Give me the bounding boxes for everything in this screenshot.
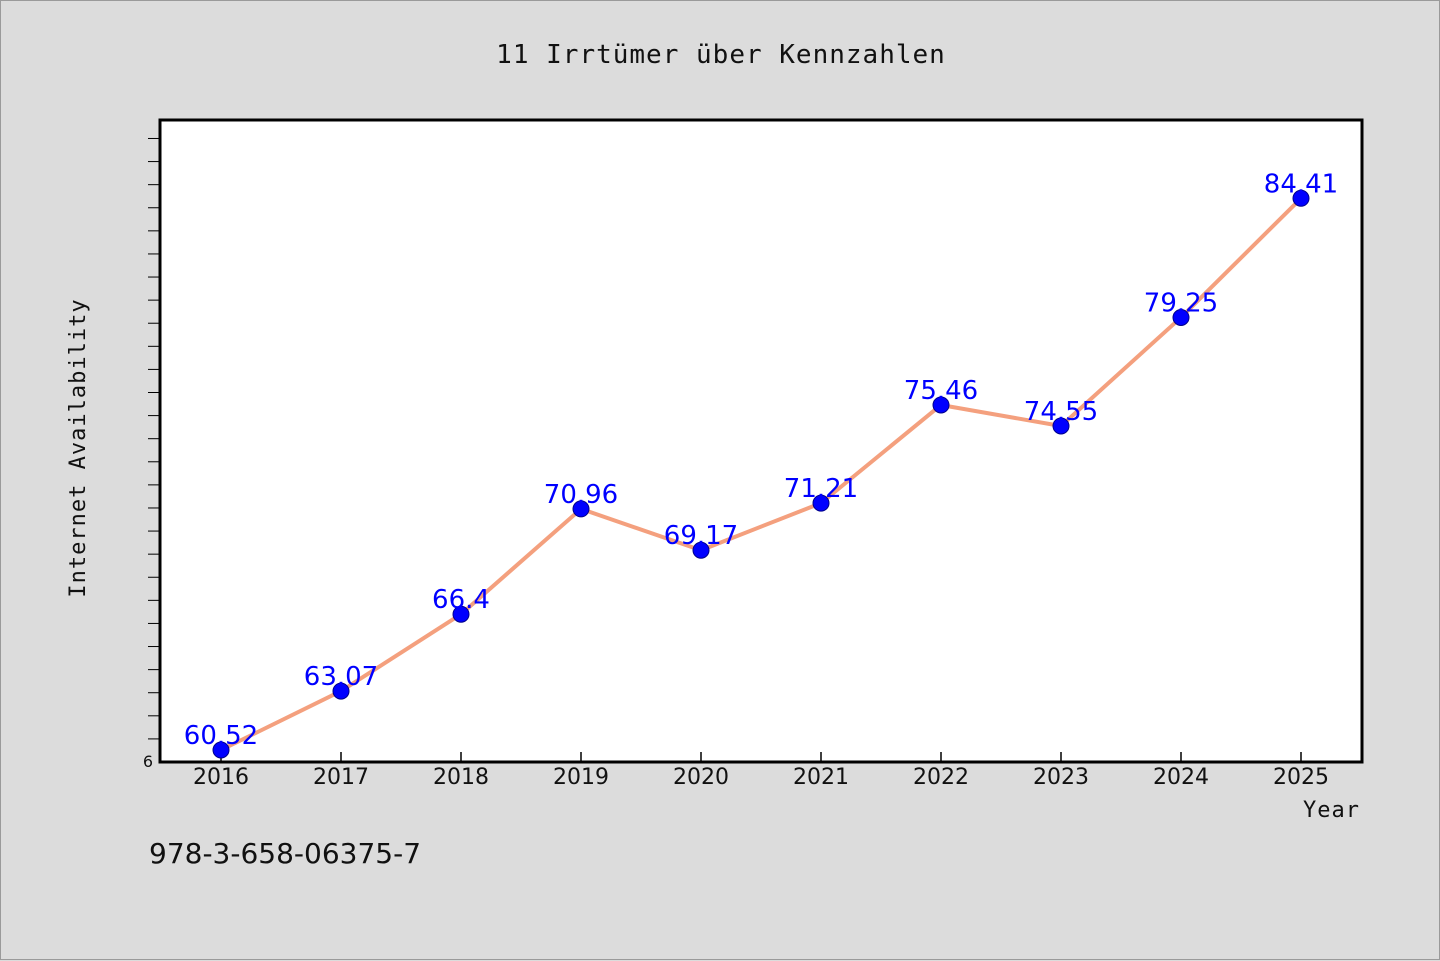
data-label: 66.4 <box>432 585 490 615</box>
data-point <box>1052 417 1070 435</box>
x-tick-label: 2021 <box>793 765 849 790</box>
x-axis-ticks: 2016 2017 2018 2019 2020 2021 2022 2023 2024 2025 <box>193 752 1329 790</box>
y-tick-label: 6 <box>143 752 153 771</box>
x-tick-label: 2017 <box>313 765 369 790</box>
data-label: 63.07 <box>304 662 378 692</box>
x-axis-label: Year <box>1303 798 1360 823</box>
data-point <box>212 741 230 759</box>
x-tick-label: 2022 <box>913 765 969 790</box>
data-label: 71.21 <box>784 474 858 504</box>
x-tick-label: 2016 <box>193 765 249 790</box>
data-label: 75.46 <box>904 376 978 406</box>
x-tick-label: 2024 <box>1153 765 1209 790</box>
data-label: 79.25 <box>1144 288 1218 318</box>
x-tick-label: 2018 <box>433 765 489 790</box>
y-axis-label: Internet Availability <box>66 298 91 597</box>
x-tick-label: 2019 <box>553 765 609 790</box>
chart-title: 11 Irrtümer über Kennzahlen <box>496 40 946 70</box>
data-label: 74.55 <box>1024 397 1098 427</box>
data-labels: 60.52 63.07 66.4 70.96 69.17 71.21 75.46 74.55 7… <box>184 169 1338 751</box>
data-label: 70.96 <box>544 480 618 510</box>
data-point <box>812 494 830 512</box>
data-point <box>332 682 350 700</box>
series-markers <box>212 189 1310 759</box>
data-label: 60.52 <box>184 721 258 751</box>
data-point <box>572 500 590 518</box>
x-tick-label: 2020 <box>673 765 729 790</box>
x-tick-label: 2025 <box>1273 765 1329 790</box>
isbn-footer: 978-3-658-06375-7 <box>149 837 421 870</box>
data-point <box>452 605 470 623</box>
data-point <box>692 541 710 559</box>
series-line <box>220 196 1303 752</box>
x-tick-label: 2023 <box>1033 765 1089 790</box>
y-axis-ticks <box>148 137 160 740</box>
data-point <box>1292 189 1310 207</box>
data-label: 84.41 <box>1264 169 1338 199</box>
data-point <box>932 396 950 414</box>
data-point <box>1172 308 1190 326</box>
plot-area <box>158 118 1364 764</box>
data-label: 69.17 <box>664 521 738 551</box>
